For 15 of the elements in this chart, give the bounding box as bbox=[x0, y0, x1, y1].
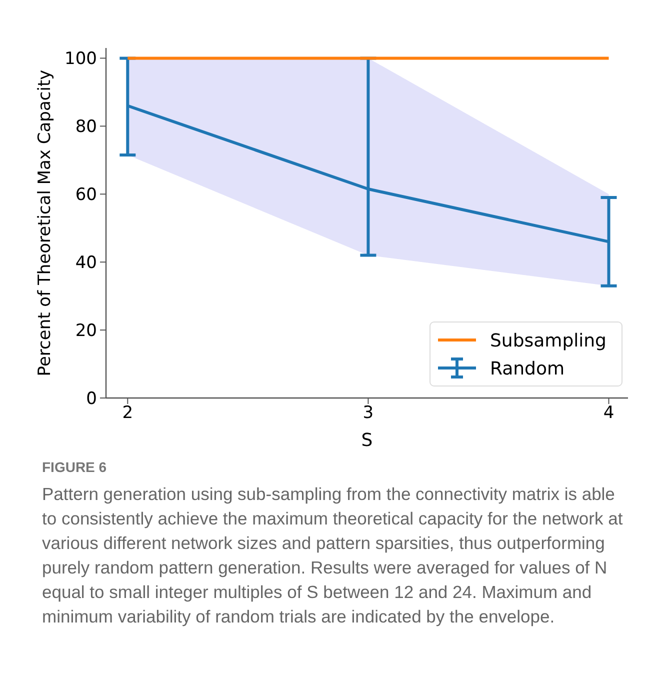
legend-label: Random bbox=[490, 358, 565, 380]
y-tick-label: 60 bbox=[75, 185, 97, 206]
x-axis-title: S bbox=[361, 430, 373, 451]
text: Pattern generation using sub-sampling from the connectivity matrix is able to consistently achieve the maximum theoretical capacity for the network at various different network sizes and pattern sparsities, thus outperforming purely random pattern generation. Results were averaged for values of N equal to small integer multiples of S between 12 and 24. Maximum and minimum variability of random trials are indicated by the envelope. bbox=[42, 484, 623, 626]
x-tick-label: 2 bbox=[122, 403, 134, 423]
caption: FIGURE 6 bbox=[42, 459, 107, 475]
x-tick-label: 4 bbox=[603, 403, 614, 423]
y-tick-label: 20 bbox=[75, 320, 97, 341]
y-tick-label: 100 bbox=[64, 49, 97, 70]
y-axis-title: Percent of Theoretical Max Capacity bbox=[35, 70, 55, 376]
y-tick-label: 80 bbox=[75, 117, 97, 138]
legend-label: Subsampling bbox=[490, 330, 606, 352]
x-tick-label: 3 bbox=[362, 403, 374, 423]
y-tick-label: 0 bbox=[86, 388, 97, 409]
y-tick-label: 40 bbox=[75, 253, 97, 274]
